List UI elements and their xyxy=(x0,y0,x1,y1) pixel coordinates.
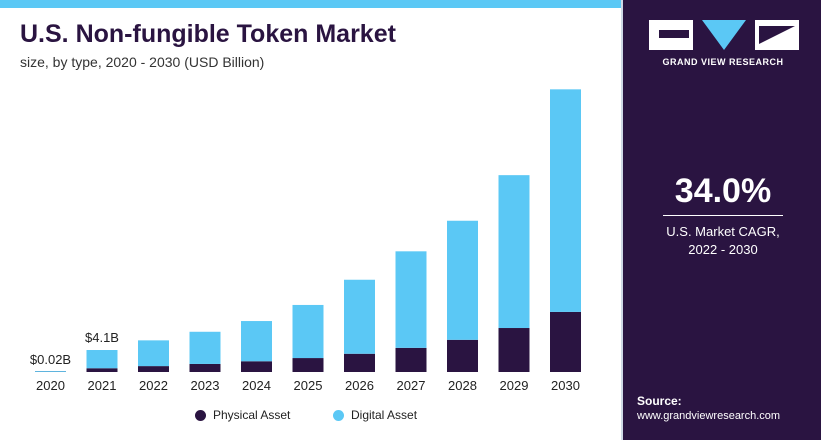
x-tick-label-2021: 2021 xyxy=(88,378,117,393)
chart-legend: Physical Asset Digital Asset xyxy=(0,405,621,425)
bar-chart: 2020 2021 2022 2023 2024 2025 2026 2027 2028 2029… xyxy=(30,89,581,393)
legend-item-physical: Physical Asset xyxy=(195,405,290,425)
bar-digital-2026 xyxy=(344,279,375,354)
bar-physical-2025 xyxy=(292,358,324,372)
bar-digital-2023 xyxy=(189,331,221,364)
x-tick-label-2024: 2024 xyxy=(242,378,271,393)
chart-title: U.S. Non-fungible Token Market xyxy=(20,20,396,48)
legend-dot-digital-icon xyxy=(333,409,344,421)
x-tick-label-2028: 2028 xyxy=(448,378,477,393)
x-tick-label-2027: 2027 xyxy=(397,378,426,393)
x-tick-label-2022: 2022 xyxy=(139,378,168,393)
summary-panel: GRAND VIEW RESEARCH 34.0% U.S. Market CA… xyxy=(621,0,821,440)
x-tick-label-2026: 2026 xyxy=(345,378,374,393)
bar-digital-2021 xyxy=(86,350,118,369)
bar-digital-2029 xyxy=(498,175,530,329)
bar-physical-2026 xyxy=(344,353,375,372)
legend-label-digital: Digital Asset xyxy=(351,408,418,422)
source-url[interactable]: www.grandviewresearch.com xyxy=(637,410,781,422)
legend-item-digital: Digital Asset xyxy=(333,405,417,425)
bar-digital-2022 xyxy=(138,340,169,367)
grand-view-logo-icon xyxy=(649,20,799,50)
x-tick-label-2029: 2029 xyxy=(500,378,529,393)
bar-physical-2028 xyxy=(447,339,478,372)
x-tick-label-2025: 2025 xyxy=(294,378,323,393)
cagr-label: U.S. Market CAGR, 2022 - 2030 xyxy=(623,223,821,259)
bar-physical-2024 xyxy=(241,361,272,372)
x-tick-label-2023: 2023 xyxy=(191,378,220,393)
data-label-2020: $0.02B xyxy=(30,352,71,367)
bar-physical-2023 xyxy=(189,363,221,372)
bar-physical-2021 xyxy=(86,368,118,372)
source-label: Source: xyxy=(637,394,682,408)
bar-digital-2030 xyxy=(550,89,581,312)
cagr-divider xyxy=(663,215,783,216)
bar-digital-2028 xyxy=(447,220,478,340)
bar-physical-2030 xyxy=(550,311,581,372)
brand-name: GRAND VIEW RESEARCH xyxy=(662,57,784,67)
bar-digital-2027 xyxy=(395,251,427,348)
cagr-value: 34.0% xyxy=(674,172,772,210)
x-tick-label-2020: 2020 xyxy=(36,378,65,393)
cagr-label-line1: U.S. Market CAGR, xyxy=(666,224,780,239)
bar-digital-2024 xyxy=(241,321,272,362)
bar-physical-2022 xyxy=(138,366,169,372)
bar-digital-2020 xyxy=(35,371,66,372)
bar-digital-2025 xyxy=(292,304,324,359)
legend-label-physical: Physical Asset xyxy=(213,408,291,422)
data-label-2021: $4.1B xyxy=(85,330,119,345)
x-tick-label-2030: 2030 xyxy=(551,378,580,393)
chart-subtitle: size, by type, 2020 - 2030 (USD Billion) xyxy=(20,54,265,70)
cagr-label-line2: 2022 - 2030 xyxy=(688,242,758,257)
bar-physical-2027 xyxy=(395,347,427,372)
legend-dot-physical-icon xyxy=(195,409,206,421)
bar-physical-2029 xyxy=(498,328,530,372)
accent-top-bar xyxy=(0,0,621,8)
